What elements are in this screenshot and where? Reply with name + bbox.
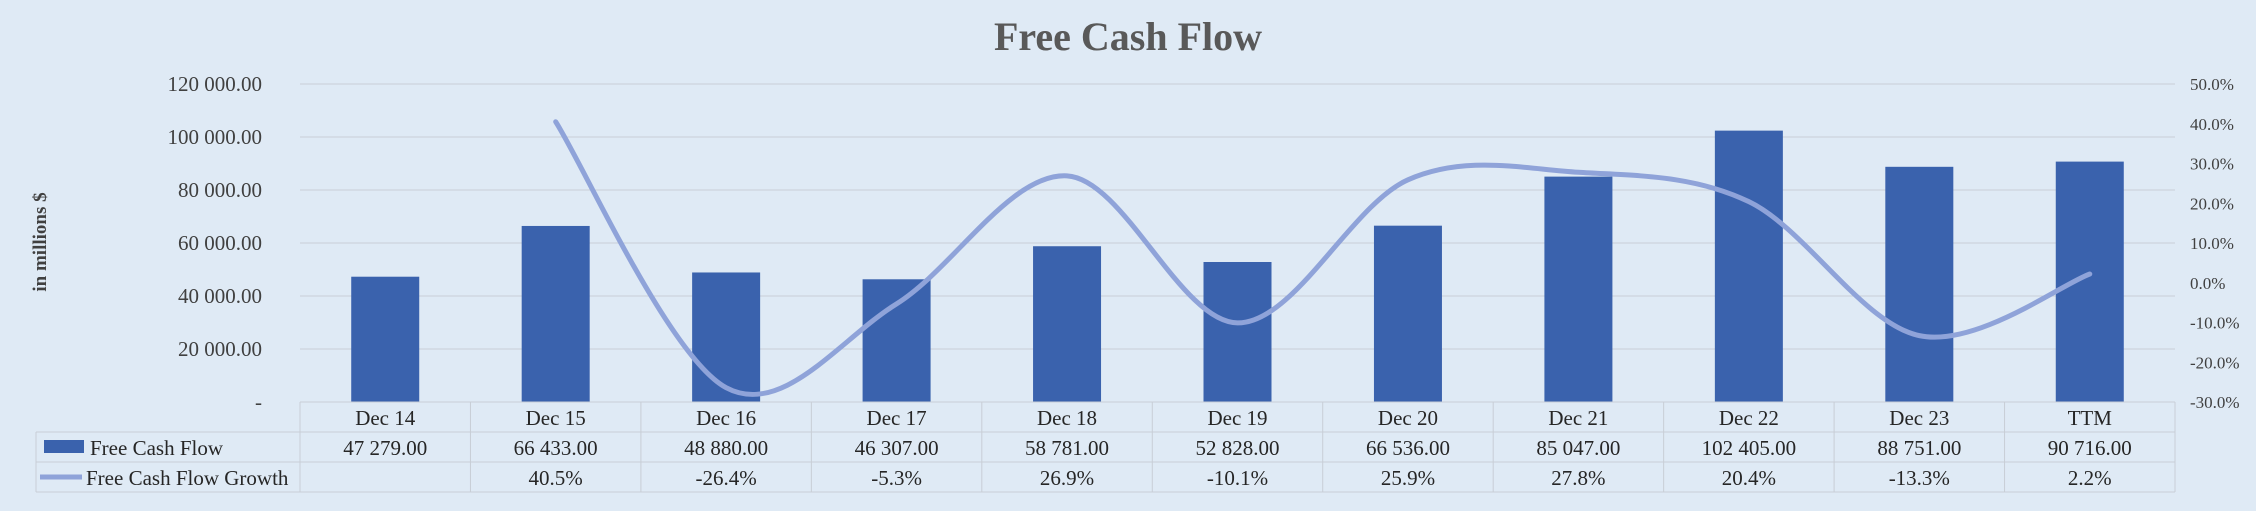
category-label: Dec 15 bbox=[526, 406, 586, 430]
table-cell: -26.4% bbox=[696, 466, 757, 490]
y2-tick-label: 10.0% bbox=[2190, 234, 2234, 253]
category-label: Dec 18 bbox=[1037, 406, 1097, 430]
y2-tick-label: -20.0% bbox=[2190, 353, 2240, 372]
bar bbox=[862, 279, 931, 402]
bar bbox=[1714, 130, 1783, 402]
category-label: Dec 20 bbox=[1378, 406, 1438, 430]
table-cell: -10.1% bbox=[1207, 466, 1268, 490]
table-cell: 102 405.00 bbox=[1702, 436, 1797, 460]
table-cell: 48 880.00 bbox=[684, 436, 768, 460]
category-label: TTM bbox=[2068, 406, 2113, 430]
y-tick-label: 40 000.00 bbox=[178, 284, 262, 308]
table-cell: 2.2% bbox=[2068, 466, 2112, 490]
y2-tick-label: 20.0% bbox=[2190, 194, 2234, 213]
y-tick-label: 80 000.00 bbox=[178, 178, 262, 202]
y-axis-label: in millions $ bbox=[30, 192, 51, 291]
y-tick-label: - bbox=[255, 390, 262, 414]
category-label: Dec 16 bbox=[696, 406, 756, 430]
table-cell: 52 828.00 bbox=[1196, 436, 1280, 460]
category-label: Dec 14 bbox=[355, 406, 416, 430]
category-label: Dec 22 bbox=[1719, 406, 1779, 430]
chart-title: Free Cash Flow bbox=[994, 14, 1262, 59]
right-axis-ticks: -30.0% -20.0% -10.0% 0.0% 10.0% 20.0% 30.0% 40.… bbox=[2190, 75, 2240, 412]
table-cell: 58 781.00 bbox=[1025, 436, 1109, 460]
bar bbox=[2055, 161, 2124, 402]
data-table: Dec 14 Dec 15 Dec 16 Dec 17 Dec 18 Dec 19 Dec … bbox=[35, 401, 2176, 493]
growth-line bbox=[553, 119, 2093, 397]
y-tick-label: 60 000.00 bbox=[178, 231, 262, 255]
bar bbox=[1885, 166, 1954, 402]
table-cell: 46 307.00 bbox=[855, 436, 939, 460]
y-tick-label: 100 000.00 bbox=[168, 125, 263, 149]
y2-tick-label: 50.0% bbox=[2190, 75, 2234, 94]
bar bbox=[1203, 262, 1272, 402]
category-label: Dec 21 bbox=[1548, 406, 1608, 430]
table-cell: -13.3% bbox=[1889, 466, 1950, 490]
table-cell: -5.3% bbox=[871, 466, 922, 490]
bar bbox=[1544, 176, 1613, 402]
table-cell: 90 716.00 bbox=[2048, 436, 2132, 460]
legend-swatch-bar bbox=[44, 440, 84, 453]
bar bbox=[351, 276, 420, 402]
y2-tick-label: 40.0% bbox=[2190, 115, 2234, 134]
table-cell: 26.9% bbox=[1040, 466, 1094, 490]
table-cell: 47 279.00 bbox=[343, 436, 427, 460]
bar bbox=[1033, 246, 1102, 402]
y-tick-label: 120 000.00 bbox=[168, 72, 263, 96]
bar bbox=[521, 225, 590, 402]
category-label: Dec 19 bbox=[1207, 406, 1267, 430]
bar bbox=[692, 272, 761, 402]
legend-label: Free Cash Flow Growth bbox=[86, 466, 289, 490]
category-label: Dec 23 bbox=[1889, 406, 1949, 430]
table-cell: 20.4% bbox=[1722, 466, 1776, 490]
table-cell: 66 433.00 bbox=[514, 436, 598, 460]
left-axis-ticks: - 20 000.00 40 000.00 60 000.00 80 000.00 100… bbox=[168, 72, 263, 414]
y2-tick-label: -30.0% bbox=[2190, 393, 2240, 412]
table-cell: 66 536.00 bbox=[1366, 436, 1450, 460]
category-label: Dec 17 bbox=[867, 406, 927, 430]
y2-tick-label: -10.0% bbox=[2190, 314, 2240, 333]
table-cell: 25.9% bbox=[1381, 466, 1435, 490]
table-cell: 88 751.00 bbox=[1877, 436, 1961, 460]
y2-tick-label: 30.0% bbox=[2190, 155, 2234, 174]
y-tick-label: 20 000.00 bbox=[178, 337, 262, 361]
line-series bbox=[553, 119, 2093, 397]
table-cell: 27.8% bbox=[1551, 466, 1605, 490]
bar bbox=[1373, 225, 1442, 402]
bar-series bbox=[351, 130, 2124, 402]
table-cell: 85 047.00 bbox=[1536, 436, 1620, 460]
y2-tick-label: 0.0% bbox=[2190, 274, 2225, 293]
legend-label: Free Cash Flow bbox=[90, 436, 224, 460]
table-cell: 40.5% bbox=[529, 466, 583, 490]
